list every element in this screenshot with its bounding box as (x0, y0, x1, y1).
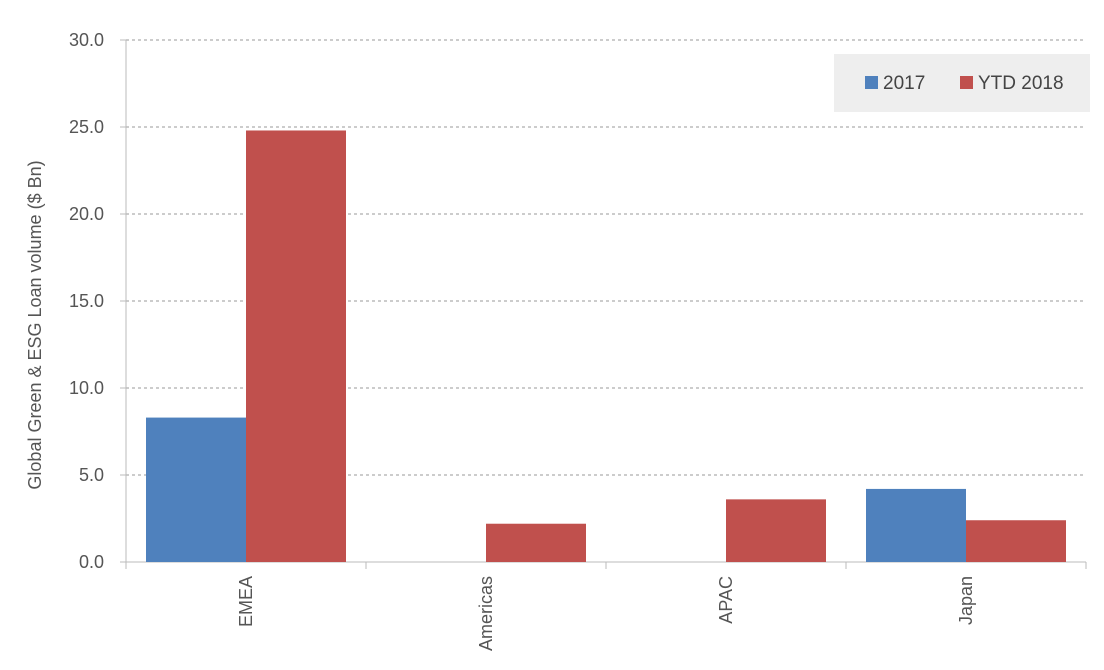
y-axis-title: Global Green & ESG Loan volume ($ Bn) (25, 160, 45, 489)
bar-ytd-2018-apac (726, 499, 826, 562)
x-tick-label: EMEA (236, 576, 256, 627)
x-tick-label: Americas (476, 576, 496, 651)
bar-ytd-2018-americas (486, 523, 586, 562)
y-tick-label: 30.0 (69, 30, 104, 50)
bars (146, 130, 1066, 563)
y-tick-label: 25.0 (69, 117, 104, 137)
bar-ytd-2018-japan (966, 520, 1066, 562)
bar-2017-emea (146, 417, 246, 562)
legend: 2017 YTD 2018 (834, 54, 1090, 112)
legend-label: YTD 2018 (978, 73, 1064, 94)
gridlines (120, 39, 1086, 563)
y-tick-label: 15.0 (69, 291, 104, 311)
legend-label: 2017 (883, 73, 925, 94)
y-tick-label: 0.0 (79, 552, 104, 572)
legend-swatch (960, 76, 973, 89)
bar-ytd-2018-emea (246, 130, 346, 563)
bar-2017-japan (866, 488, 966, 562)
x-tick-labels: EMEA Americas APAC Japan (236, 576, 976, 651)
y-tick-label: 20.0 (69, 204, 104, 224)
x-tick-label: Japan (956, 576, 976, 625)
y-tick-label: 5.0 (79, 465, 104, 485)
x-tick-label: APAC (716, 576, 736, 624)
y-tick-label: 10.0 (69, 378, 104, 398)
y-tick-labels: 0.0 5.0 10.0 15.0 20.0 25.0 30.0 (69, 30, 104, 572)
legend-swatch (865, 76, 878, 89)
